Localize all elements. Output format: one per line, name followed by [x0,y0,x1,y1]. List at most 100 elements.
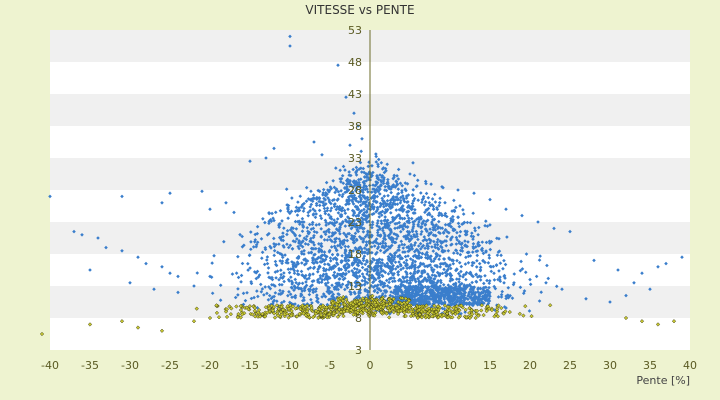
data-point [393,202,398,206]
data-point [374,261,379,265]
data-point [429,279,434,283]
data-point [267,306,272,311]
data-point [338,296,343,301]
data-point [436,295,441,300]
data-point [463,229,467,233]
data-point [280,219,284,223]
data-point [270,211,274,216]
data-point [458,296,463,300]
data-point [365,260,370,264]
data-point [375,290,380,295]
data-point [375,246,380,251]
data-point [421,194,426,199]
data-point [266,298,271,302]
data-point [512,272,517,276]
data-point [334,302,339,307]
data-point [371,256,375,261]
data-point [255,289,259,293]
data-point [341,313,346,319]
data-point [353,231,358,236]
data-point [492,308,497,312]
data-point [351,262,356,266]
data-point [297,281,302,286]
data-point [493,286,498,291]
data-point [408,257,413,261]
data-point [267,211,272,216]
data-point [194,306,199,311]
y-tick-label: 13 [348,280,362,293]
data-point [404,196,409,200]
data-point [374,240,379,245]
data-point [433,257,437,261]
data-point [385,284,390,288]
data-point [384,203,389,208]
data-point [296,261,301,266]
data-point [377,257,382,261]
data-point [238,232,242,237]
data-point [308,208,312,213]
data-point [308,284,313,289]
y-tick-label: 38 [348,120,362,133]
data-point [399,198,403,203]
data-point [370,220,375,224]
data-point [278,288,282,293]
data-point [275,299,279,304]
data-point [457,234,462,238]
data-point [72,229,76,234]
data-point [431,270,435,274]
data-point [309,297,313,302]
data-point [469,272,473,276]
data-point [410,261,415,265]
data-point [354,260,358,264]
data-point [329,186,334,191]
data-point [504,207,508,211]
data-point [329,245,334,249]
data-point [263,285,267,289]
data-point [378,173,382,177]
data-point [406,216,411,220]
y-tick-label: 3 [355,344,362,357]
data-point [448,295,453,300]
data-point [371,170,375,175]
data-point [301,311,306,316]
data-point [376,185,380,189]
data-point [282,226,286,230]
data-point [363,287,368,292]
data-point [369,245,374,249]
data-point [341,164,346,169]
data-point [478,265,483,270]
data-point [383,241,388,246]
data-point [495,314,501,319]
data-point [423,222,428,227]
data-point [399,263,403,268]
data-point [271,283,276,287]
data-point [401,266,406,270]
data-point [389,187,393,191]
data-point [497,249,502,253]
data-point [399,284,403,289]
data-point [420,284,425,289]
data-point [389,211,393,215]
data-point [416,222,420,227]
data-point [355,168,359,173]
data-point [434,284,439,289]
data-point [319,234,324,239]
data-point [347,250,352,255]
data-point [159,328,165,333]
data-point [302,236,307,240]
data-point [351,213,356,218]
data-point [365,204,370,209]
data-point [338,226,342,230]
data-point [322,294,327,298]
data-point [474,249,479,254]
data-point [314,203,319,208]
data-point [354,284,359,289]
data-point [442,293,447,297]
data-point [290,282,294,286]
data-point [487,290,491,294]
data-point [409,299,414,304]
data-point [346,202,351,206]
data-point [424,297,429,302]
data-point [548,303,553,308]
